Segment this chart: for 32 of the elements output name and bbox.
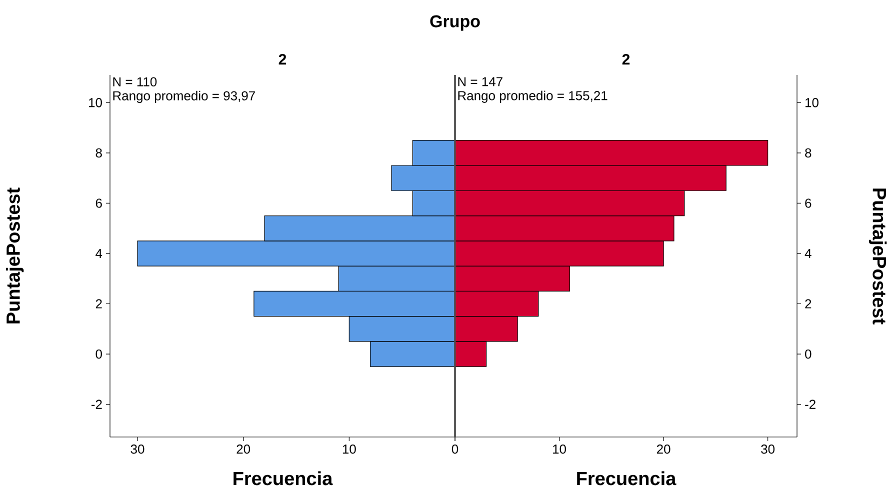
- annotation: Rango promedio = 155,21: [458, 90, 608, 103]
- x-tick-label: 30: [130, 444, 144, 454]
- y-tick-label: 8: [96, 148, 102, 158]
- annotation: N = 147: [458, 77, 502, 86]
- y-tick-label: 10: [89, 98, 102, 108]
- y-tick-label: 2: [96, 299, 102, 308]
- x-tick-label: 10: [342, 444, 356, 454]
- chart-title: Grupo: [430, 15, 480, 31]
- x-tick-label: 20: [656, 444, 670, 454]
- y-tick-label: 6: [805, 198, 812, 208]
- annotation: N = 110: [113, 77, 157, 86]
- y-tick-label: 4: [96, 249, 102, 258]
- x-tick-label: 0: [452, 444, 458, 454]
- x-tick-label: 20: [236, 444, 250, 454]
- y-tick-label: -2: [805, 400, 816, 409]
- x-axis-title: Frecuencia: [577, 471, 676, 486]
- x-tick-label: 30: [761, 444, 775, 454]
- y-tick-label: 10: [806, 98, 818, 108]
- y-axis-title: PuntajePostest: [6, 188, 24, 324]
- y-tick-label: 0: [805, 349, 812, 359]
- y-axis-title: PuntajePostest: [868, 188, 887, 324]
- annotation: Rango promedio = 93,97: [113, 90, 255, 103]
- y-tick-label: 4: [804, 249, 812, 258]
- y-tick-label: 2: [805, 299, 812, 308]
- y-tick-label: 0: [96, 349, 102, 359]
- y-tick-label: 8: [805, 148, 812, 158]
- chart-subtitle: 2: [622, 54, 630, 64]
- x-axis-title: Frecuencia: [234, 471, 333, 486]
- y-tick-label: -2: [91, 400, 102, 409]
- y-tick-label: 6: [96, 198, 102, 208]
- x-tick-label: 10: [553, 444, 566, 454]
- chart-subtitle: 2: [278, 54, 286, 64]
